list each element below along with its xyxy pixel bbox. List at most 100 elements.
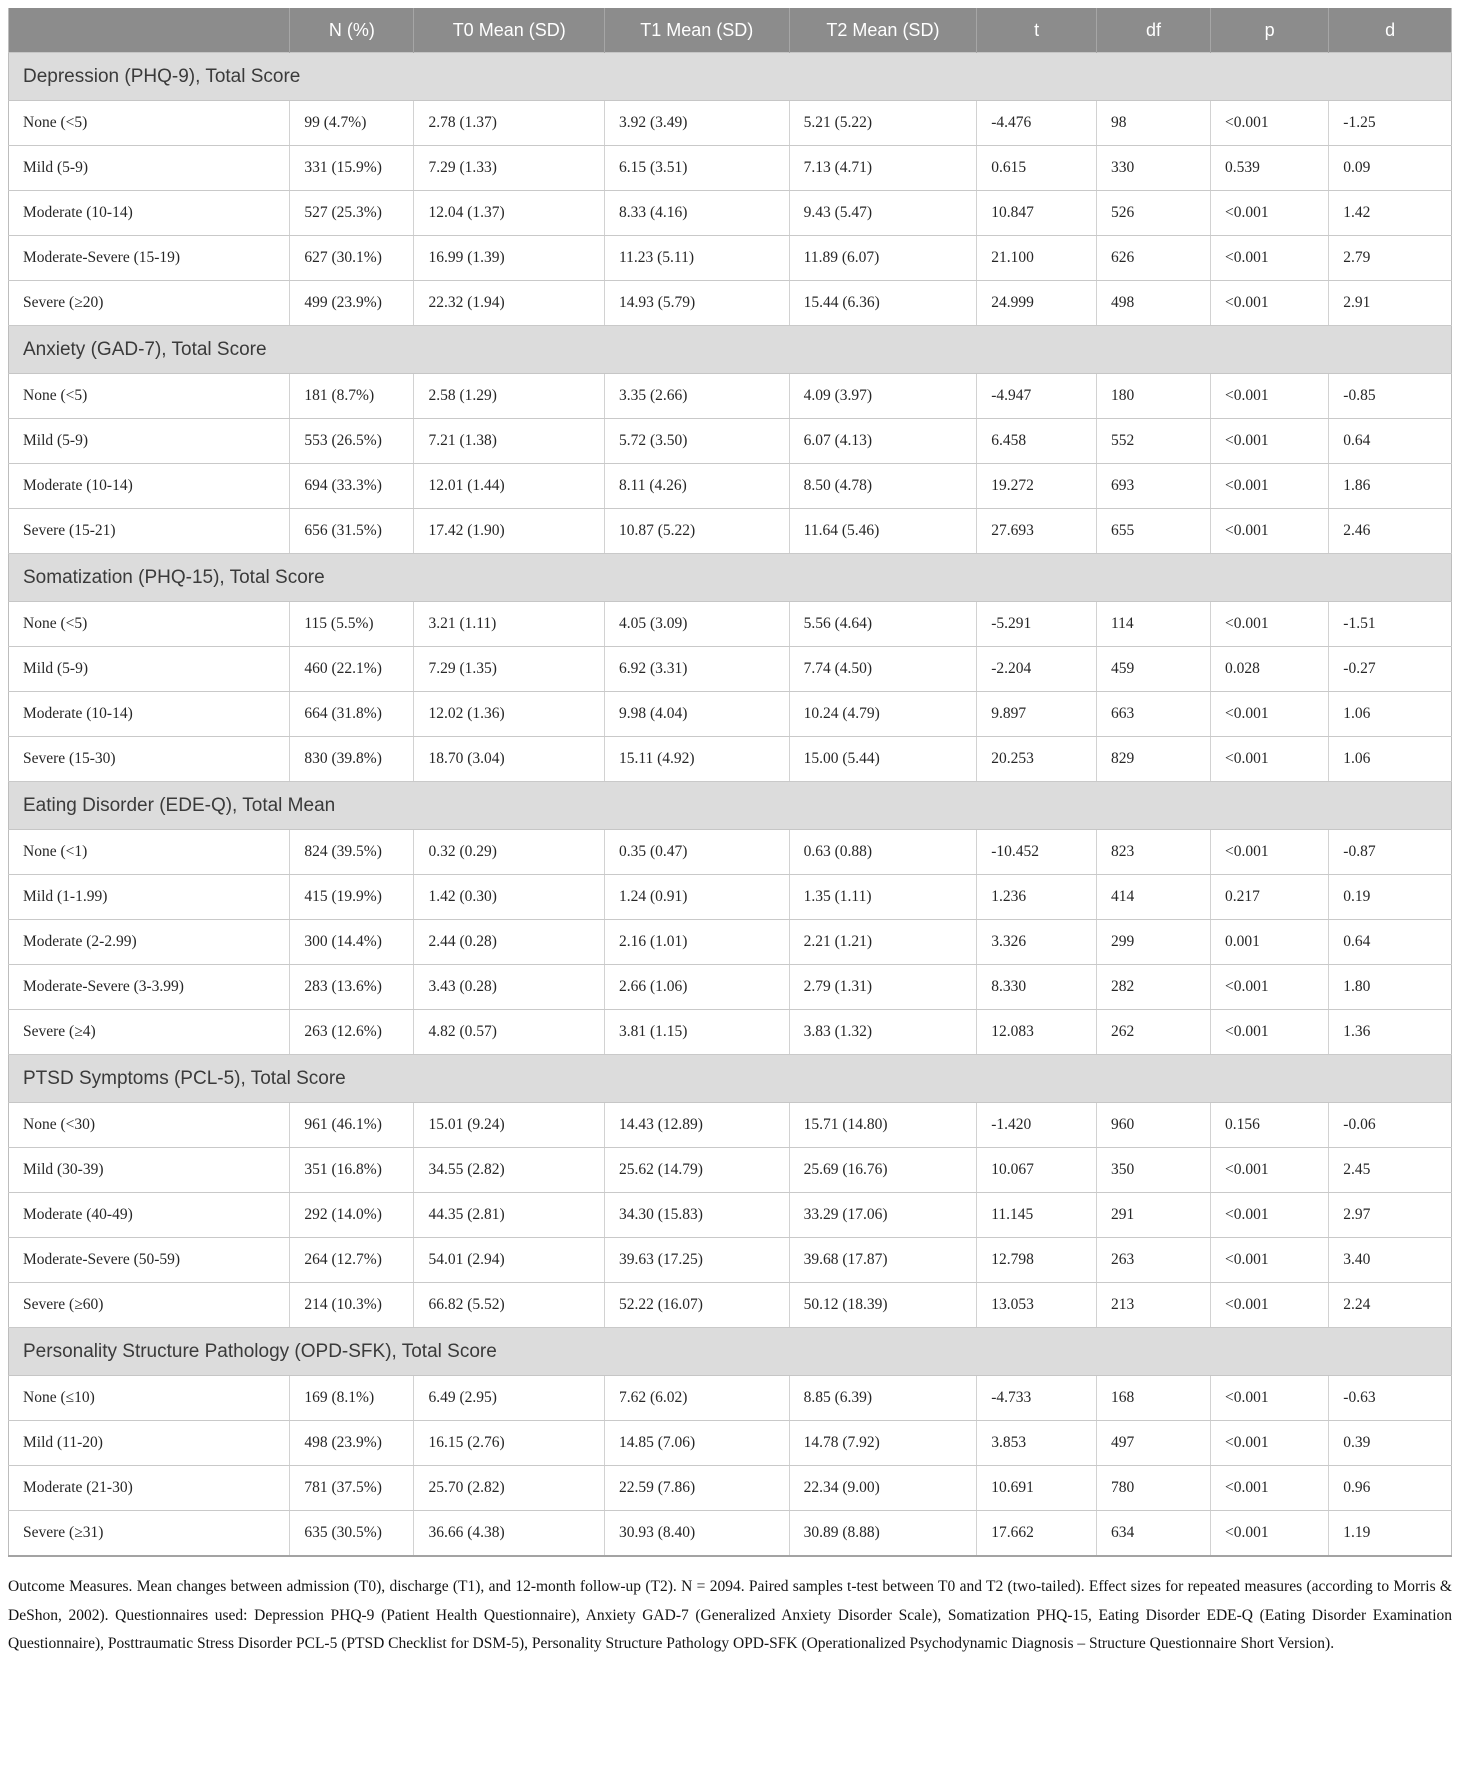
- t0-mean-sd-cell: 2.44 (0.28): [413, 919, 605, 965]
- t2-mean-sd-cell: 7.74 (4.50): [788, 646, 977, 692]
- df-cell: 350: [1095, 1147, 1211, 1193]
- p-value-cell: <0.001: [1209, 1420, 1329, 1466]
- n-percent-cell: 656 (31.5%): [289, 508, 414, 554]
- d-effect-cell: 0.64: [1328, 919, 1452, 965]
- severity-label-cell: Severe (≥20): [8, 280, 290, 326]
- t2-mean-sd-cell: 30.89 (8.88): [788, 1510, 977, 1557]
- p-value-cell: <0.001: [1209, 1237, 1329, 1283]
- t1-mean-sd-cell: 7.62 (6.02): [603, 1375, 790, 1421]
- severity-label-cell: None (<30): [8, 1102, 290, 1148]
- d-effect-cell: 1.80: [1328, 964, 1452, 1010]
- n-percent-cell: 830 (39.8%): [289, 736, 414, 782]
- severity-label-cell: Moderate-Severe (15-19): [8, 235, 290, 281]
- n-percent-cell: 331 (15.9%): [289, 145, 414, 191]
- severity-label-cell: Severe (15-30): [8, 736, 290, 782]
- severity-label-cell: Mild (5-9): [8, 145, 290, 191]
- t0-mean-sd-cell: 12.04 (1.37): [413, 190, 605, 236]
- column-header-empty: [8, 8, 290, 53]
- t0-mean-sd-cell: 17.42 (1.90): [413, 508, 605, 554]
- d-effect-cell: 0.39: [1328, 1420, 1452, 1466]
- df-cell: 626: [1095, 235, 1211, 281]
- t-stat-cell: -5.291: [976, 601, 1097, 647]
- n-percent-cell: 781 (37.5%): [289, 1465, 414, 1511]
- table-row: Severe (≥20) 499 (23.9%) 22.32 (1.94) 14.93…: [8, 280, 1452, 326]
- n-percent-cell: 694 (33.3%): [289, 463, 414, 509]
- t-stat-cell: 3.326: [976, 919, 1097, 965]
- t-stat-cell: 1.236: [976, 874, 1097, 920]
- section-header-row: Eating Disorder (EDE-Q), Total Mean: [8, 781, 1452, 830]
- d-effect-cell: -0.85: [1328, 373, 1452, 419]
- t1-mean-sd-cell: 6.92 (3.31): [603, 646, 790, 692]
- t-stat-cell: -4.733: [976, 1375, 1097, 1421]
- table-row: Moderate (10-14) 664 (31.8%) 12.02 (1.36) 9…: [8, 691, 1452, 737]
- p-value-cell: <0.001: [1209, 964, 1329, 1010]
- t2-mean-sd-cell: 14.78 (7.92): [788, 1420, 977, 1466]
- n-percent-cell: 115 (5.5%): [289, 601, 414, 647]
- t2-mean-sd-cell: 25.69 (16.76): [788, 1147, 977, 1193]
- section-title: Personality Structure Pathology (OPD-SFK…: [8, 1327, 1452, 1376]
- p-value-cell: <0.001: [1209, 1147, 1329, 1193]
- d-effect-cell: 0.96: [1328, 1465, 1452, 1511]
- df-cell: 98: [1095, 100, 1211, 146]
- table-row: Moderate (10-14) 694 (33.3%) 12.01 (1.44) 8…: [8, 463, 1452, 509]
- column-header-d: d: [1328, 8, 1452, 53]
- t1-mean-sd-cell: 2.66 (1.06): [603, 964, 790, 1010]
- n-percent-cell: 824 (39.5%): [289, 829, 414, 875]
- t1-mean-sd-cell: 22.59 (7.86): [603, 1465, 790, 1511]
- t1-mean-sd-cell: 39.63 (17.25): [603, 1237, 790, 1283]
- n-percent-cell: 181 (8.7%): [289, 373, 414, 419]
- p-value-cell: <0.001: [1209, 418, 1329, 464]
- t0-mean-sd-cell: 36.66 (4.38): [413, 1510, 605, 1557]
- section-title: Somatization (PHQ-15), Total Score: [8, 553, 1452, 602]
- severity-label-cell: None (<1): [8, 829, 290, 875]
- df-cell: 330: [1095, 145, 1211, 191]
- t1-mean-sd-cell: 2.16 (1.01): [603, 919, 790, 965]
- t-stat-cell: 13.053: [976, 1282, 1097, 1328]
- table-row: Mild (11-20) 498 (23.9%) 16.15 (2.76) 14.85…: [8, 1420, 1452, 1466]
- table-row: Severe (15-30) 830 (39.8%) 18.70 (3.04) 15.…: [8, 736, 1452, 782]
- n-percent-cell: 263 (12.6%): [289, 1009, 414, 1055]
- section-title: PTSD Symptoms (PCL-5), Total Score: [8, 1054, 1452, 1103]
- t2-mean-sd-cell: 6.07 (4.13): [788, 418, 977, 464]
- section-header-row: Somatization (PHQ-15), Total Score: [8, 553, 1452, 602]
- t-stat-cell: 11.145: [976, 1192, 1097, 1238]
- t1-mean-sd-cell: 6.15 (3.51): [603, 145, 790, 191]
- t-stat-cell: 24.999: [976, 280, 1097, 326]
- section-header-row: Depression (PHQ-9), Total Score: [8, 52, 1452, 101]
- n-percent-cell: 498 (23.9%): [289, 1420, 414, 1466]
- t1-mean-sd-cell: 3.81 (1.15): [603, 1009, 790, 1055]
- d-effect-cell: 0.19: [1328, 874, 1452, 920]
- df-cell: 459: [1095, 646, 1211, 692]
- t0-mean-sd-cell: 12.02 (1.36): [413, 691, 605, 737]
- t2-mean-sd-cell: 15.71 (14.80): [788, 1102, 977, 1148]
- d-effect-cell: 1.42: [1328, 190, 1452, 236]
- df-cell: 299: [1095, 919, 1211, 965]
- t0-mean-sd-cell: 15.01 (9.24): [413, 1102, 605, 1148]
- df-cell: 498: [1095, 280, 1211, 326]
- t2-mean-sd-cell: 2.21 (1.21): [788, 919, 977, 965]
- t0-mean-sd-cell: 16.15 (2.76): [413, 1420, 605, 1466]
- t-stat-cell: 12.083: [976, 1009, 1097, 1055]
- t-stat-cell: 10.067: [976, 1147, 1097, 1193]
- t1-mean-sd-cell: 34.30 (15.83): [603, 1192, 790, 1238]
- section-title: Eating Disorder (EDE-Q), Total Mean: [8, 781, 1452, 830]
- severity-label-cell: Moderate (10-14): [8, 190, 290, 236]
- n-percent-cell: 300 (14.4%): [289, 919, 414, 965]
- t0-mean-sd-cell: 16.99 (1.39): [413, 235, 605, 281]
- df-cell: 780: [1095, 1465, 1211, 1511]
- p-value-cell: <0.001: [1209, 1465, 1329, 1511]
- t2-mean-sd-cell: 33.29 (17.06): [788, 1192, 977, 1238]
- d-effect-cell: 2.46: [1328, 508, 1452, 554]
- severity-label-cell: Mild (30-39): [8, 1147, 290, 1193]
- p-value-cell: 0.539: [1209, 145, 1329, 191]
- table-row: Mild (5-9) 460 (22.1%) 7.29 (1.35) 6.92 (3.…: [8, 646, 1452, 692]
- column-header-n-percent: N (%): [289, 8, 414, 53]
- d-effect-cell: 1.06: [1328, 736, 1452, 782]
- t-stat-cell: -4.947: [976, 373, 1097, 419]
- df-cell: 823: [1095, 829, 1211, 875]
- t1-mean-sd-cell: 10.87 (5.22): [603, 508, 790, 554]
- n-percent-cell: 499 (23.9%): [289, 280, 414, 326]
- table-row: Severe (≥60) 214 (10.3%) 66.82 (5.52) 52.22…: [8, 1282, 1452, 1328]
- t2-mean-sd-cell: 4.09 (3.97): [788, 373, 977, 419]
- severity-label-cell: Moderate-Severe (50-59): [8, 1237, 290, 1283]
